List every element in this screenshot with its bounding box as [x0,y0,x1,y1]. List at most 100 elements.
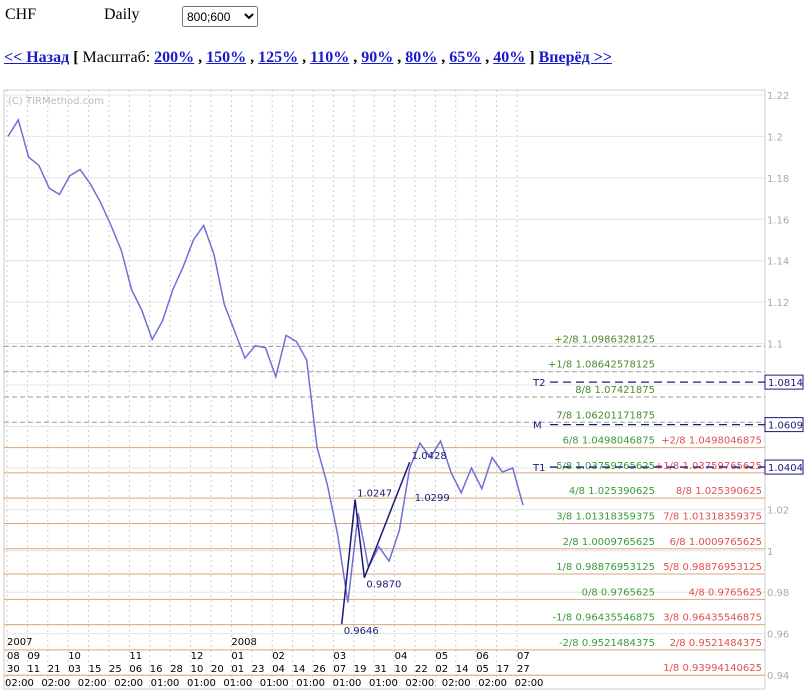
size-select[interactable]: 800;600 [182,6,258,27]
watermark: (C) TIRMethod.com [8,96,104,107]
y-tick-label: 0.98 [767,588,789,599]
level-label-right: 7/8 1.01318359375 [663,511,762,522]
y-tick-label: 1.12 [767,298,789,309]
month-label: 06 [476,651,489,662]
target-box [764,374,804,390]
level-label-right: 4/8 0.9765625 [689,587,762,598]
year-label: 2008 [231,637,256,648]
level-label-right: 6/8 1.0009765625 [670,537,762,548]
day-label: 21 [48,664,61,675]
back-link[interactable]: << Назад [4,49,70,66]
plot-frame [3,89,766,690]
zigzag-label: 0.9870 [366,580,401,591]
year-label: 2007 [7,637,32,648]
forward-link[interactable]: Вперёд >> [538,49,612,66]
scale-link[interactable]: 65% [449,49,482,66]
month-label: 11 [129,651,142,662]
day-label: 04 [272,664,285,675]
time-label: 02:00 [405,678,434,689]
day-label: 19 [354,664,367,675]
scale-link[interactable]: 80% [405,49,438,66]
day-label: 01 [231,664,244,675]
month-label: 10 [68,651,81,662]
day-label: 15 [89,664,102,675]
level-label: 8/8 1.07421875 [575,385,655,396]
scale-link[interactable]: 200% [154,49,195,66]
level-label-right: +2/8 1.0498046875 [661,436,762,447]
day-label: 10 [395,664,408,675]
zigzag [340,461,411,625]
day-label: 14 [456,664,469,675]
day-label: 07 [333,664,346,675]
y-tick-label: 1.1 [767,340,783,351]
time-label: 02:00 [515,678,544,689]
scale-link[interactable]: 125% [258,49,299,66]
level-label: +2/8 1.0986328125 [554,334,655,345]
month-label: 12 [191,651,204,662]
month-label: 01 [231,651,244,662]
y-tick-label: 1 [767,547,773,558]
level-label-right: +1/8 1.03759765625 [655,461,762,472]
annotation: 1.0299 [415,493,450,504]
separator: , [485,49,490,66]
y-tick-label: 1.18 [767,174,789,185]
zigzag-label: 1.0247 [357,489,392,500]
scale-link[interactable]: 110% [310,49,350,66]
nav: << Назад [ Масштаб: 200% , 150% , 125% ,… [4,49,612,67]
month-label: 04 [395,651,408,662]
month-label: 08 [7,651,20,662]
period: Daily [104,6,140,23]
time-label: 01:00 [223,678,252,689]
day-label: 10 [191,664,204,675]
month-label: 05 [435,651,448,662]
target-name: T1 [532,463,545,474]
month-label: 09 [27,651,40,662]
y-tick-label: 0.94 [767,671,789,682]
level-label: 4/8 1.025390625 [569,486,655,497]
day-label: 16 [150,664,163,675]
separator: , [353,49,358,66]
level-label: 6/8 1.0498046875 [563,436,655,447]
day-label: 14 [293,664,306,675]
day-label: 05 [476,664,489,675]
bracket: ] [529,49,535,66]
time-label: 02:00 [5,678,34,689]
scale-link[interactable]: 90% [361,49,394,66]
month-label: 02 [272,651,285,662]
day-label: 26 [313,664,326,675]
time-label: 02:00 [41,678,70,689]
symbol: CHF [5,6,37,23]
day-label: 25 [109,664,122,675]
target-value: 1.0404 [768,463,803,474]
level-label: -1/8 0.96435546875 [553,613,655,624]
day-label: 02 [435,664,448,675]
month-label: 03 [333,651,346,662]
level-label-right: 5/8 0.98876953125 [663,562,762,573]
level-label-right: 1/8 0.93994140625 [663,663,762,674]
day-label: 30 [7,664,20,675]
level-label: +1/8 1.08642578125 [548,360,655,371]
zigzag-label: 1.0428 [412,451,447,462]
separator: , [397,49,402,66]
time-label: 01:00 [260,678,289,689]
level-label: 5/8 1.03759765625 [556,461,655,472]
zigzag-label: 0.9646 [344,626,379,637]
y-tick-label: 1.2 [767,132,783,143]
scale-link[interactable]: 150% [206,49,247,66]
day-label: 27 [517,664,530,675]
time-label: 01:00 [333,678,362,689]
time-label: 02:00 [442,678,471,689]
day-label: 31 [374,664,387,675]
bracket: [ [73,49,79,66]
separator: , [198,49,203,66]
day-label: 20 [211,664,224,675]
scale-link[interactable]: 40% [493,49,526,66]
price-line [7,117,524,603]
target-box [764,459,804,475]
level-label-right: 2/8 0.9521484375 [670,638,762,649]
y-tick-label: 1.22 [767,91,789,102]
month-label: 07 [517,651,530,662]
level-label-right: 8/8 1.025390625 [676,486,762,497]
target-box [764,417,804,433]
level-label: 1/8 0.98876953125 [556,562,655,573]
